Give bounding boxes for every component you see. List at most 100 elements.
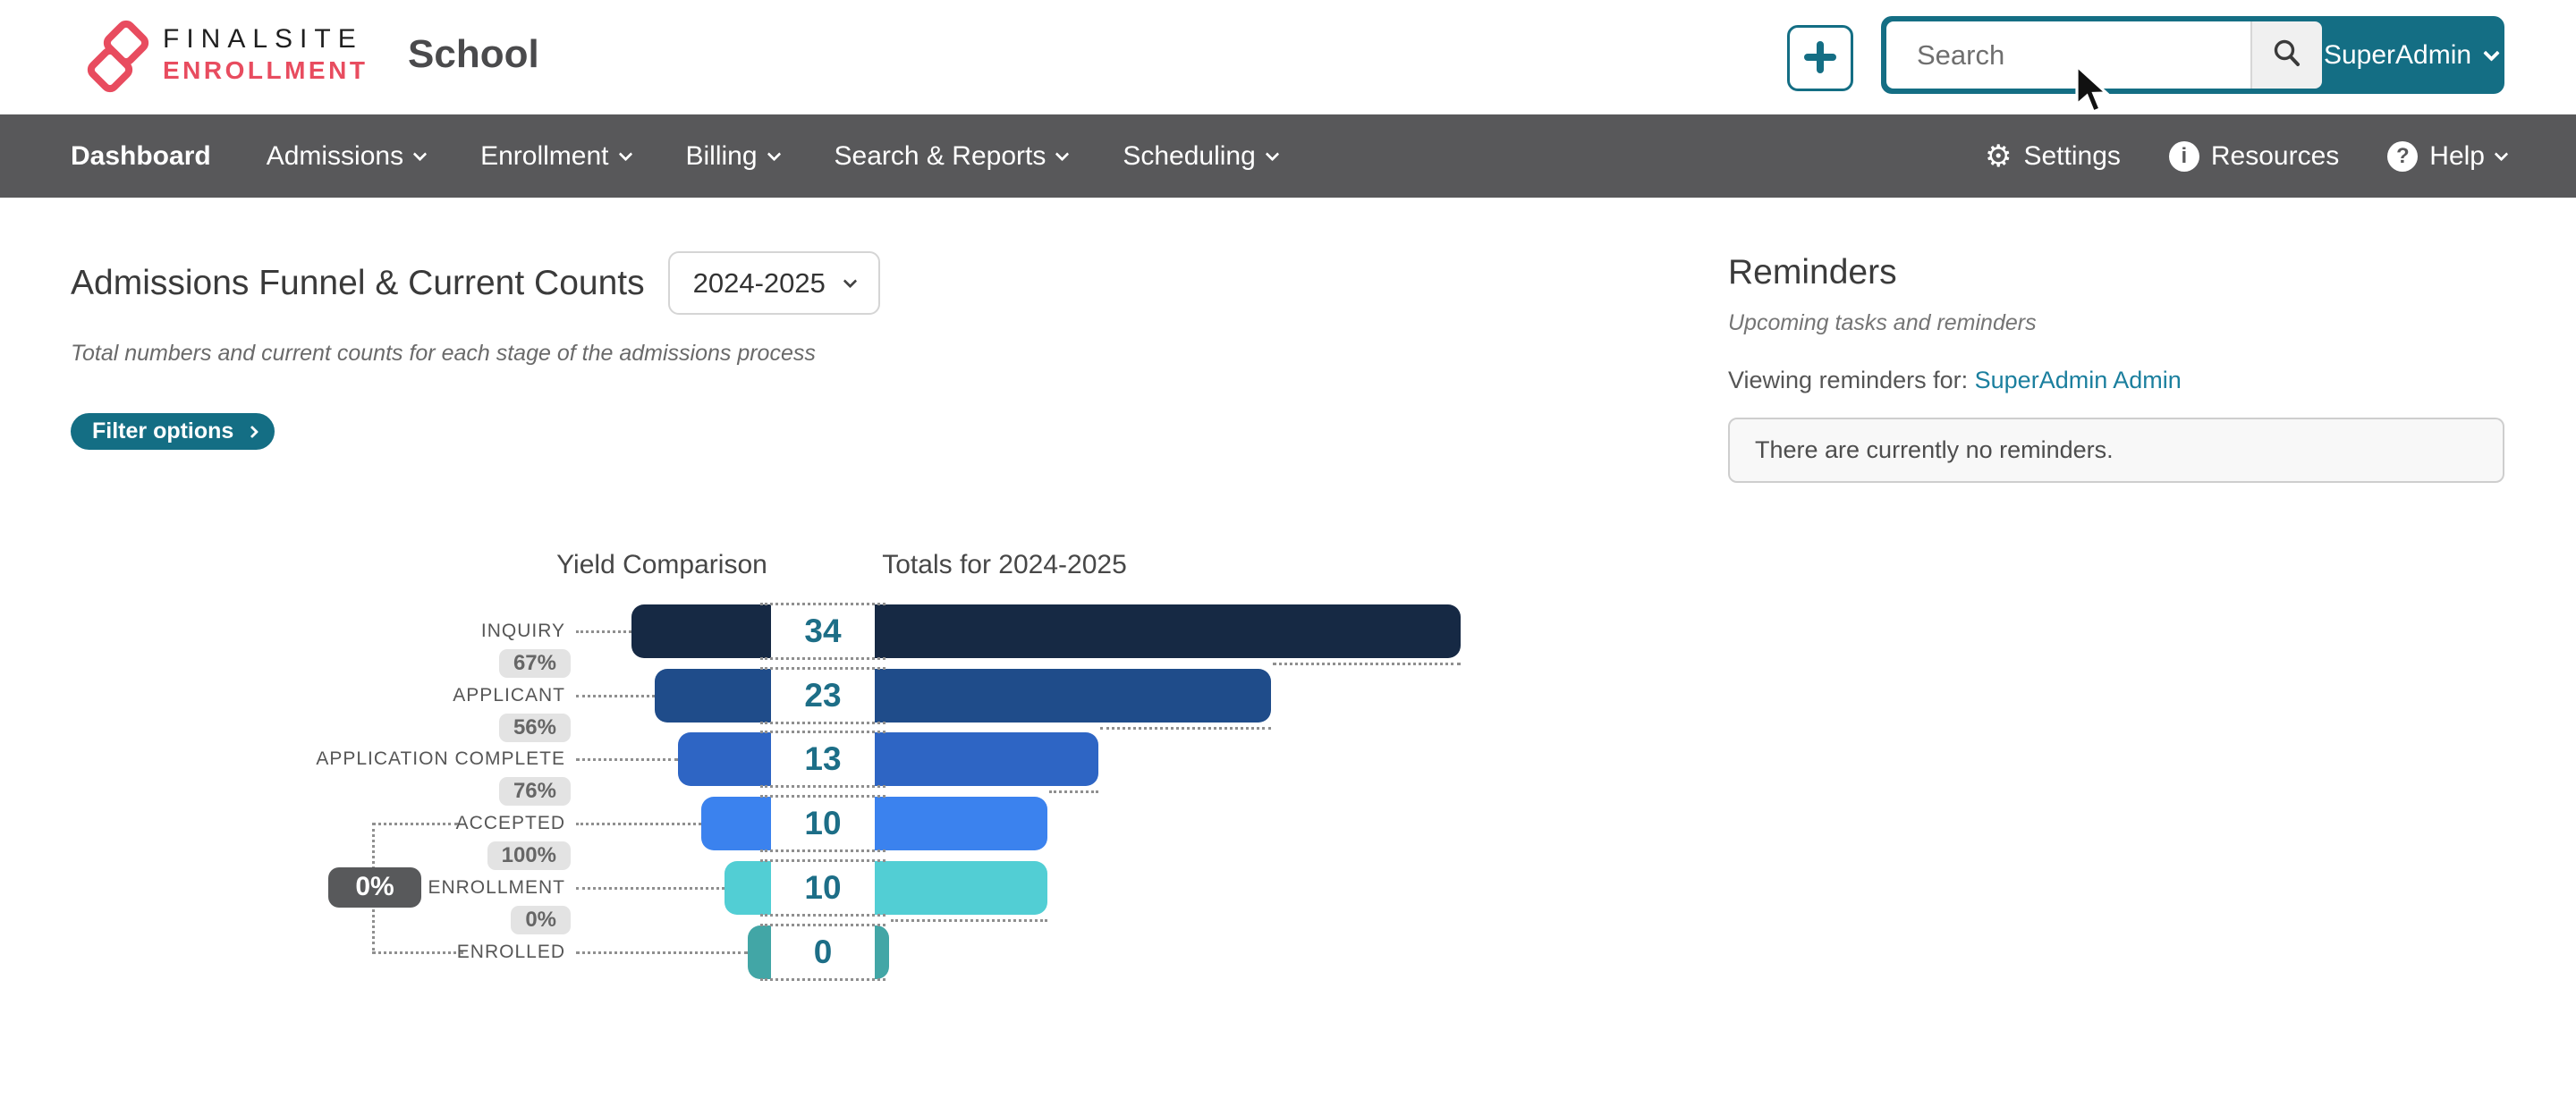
label-leader — [576, 630, 631, 633]
nav-billing-label: Billing — [685, 140, 758, 171]
funnel-left-segment — [724, 860, 771, 915]
channel-dotted-top — [760, 731, 886, 734]
stage-label: APPLICATION COMPLETE — [316, 748, 565, 770]
reminders-viewing-label: Viewing reminders for: — [1728, 367, 1969, 393]
funnel-left-segment — [631, 604, 771, 658]
funnel-count-channel — [771, 860, 875, 915]
user-menu[interactable]: SuperAdmin — [2322, 21, 2500, 89]
channel-dotted-bottom — [760, 657, 886, 660]
funnel-step-line — [1048, 790, 1099, 794]
add-button[interactable] — [1787, 25, 1853, 91]
nav-search-reports-label: Search & Reports — [834, 140, 1046, 171]
stage-count: 10 — [804, 868, 842, 906]
channel-dotted-bottom — [760, 849, 886, 853]
search-group: SuperAdmin — [1881, 16, 2504, 94]
annotation-yield-badge: 0% — [328, 866, 421, 908]
funnel-bar — [875, 732, 1099, 787]
nav-scheduling-label: Scheduling — [1123, 140, 1256, 171]
gear-icon: ⚙ — [1985, 138, 2012, 174]
channel-dotted-bottom — [760, 977, 886, 981]
nav-settings-label: Settings — [2023, 140, 2121, 171]
stage-label: INQUIRY — [480, 621, 565, 641]
site-name: School — [408, 32, 539, 76]
nav-help-label: Help — [2429, 140, 2485, 171]
funnel-count-channel — [771, 925, 875, 979]
funnel-left-segment — [701, 797, 771, 851]
nav-enrollment[interactable]: Enrollment — [480, 140, 632, 172]
search-input[interactable] — [1886, 21, 2250, 89]
filter-options-label: Filter options — [92, 418, 234, 444]
brand-enrollment: ENROLLMENT — [163, 56, 369, 84]
funnel-left-segment — [655, 668, 771, 723]
channel-dotted-top — [760, 666, 886, 670]
top-header: FINALSITE ENROLLMENT School — [0, 0, 2576, 114]
stage-label: ENROLLED — [456, 941, 565, 962]
annotation-connector-bottom — [372, 951, 463, 954]
reminders-viewing-line: Viewing reminders for: SuperAdmin Admin — [1728, 367, 2504, 394]
finalsite-logo-icon — [85, 20, 151, 99]
reminders-user-link[interactable]: SuperAdmin Admin — [1974, 367, 2182, 393]
funnel-step-line — [1273, 662, 1461, 665]
nav-admissions[interactable]: Admissions — [266, 140, 428, 172]
funnel-bar — [875, 860, 1047, 915]
label-leader — [576, 758, 678, 762]
user-menu-label: SuperAdmin — [2323, 39, 2472, 70]
search-icon — [2271, 38, 2303, 72]
reminders-empty-message: There are currently no reminders. — [1755, 436, 2114, 463]
totals-header: Totals for 2024-2025 — [882, 550, 1127, 579]
title-row: Admissions Funnel & Current Counts 2024-… — [71, 251, 880, 315]
reminders-empty-box: There are currently no reminders. — [1728, 418, 2504, 483]
nav-resources[interactable]: i Resources — [2168, 140, 2339, 172]
nav-right: ⚙ Settings i Resources ? Help — [1985, 140, 2509, 172]
page-title: Admissions Funnel & Current Counts — [71, 263, 645, 302]
reminders-panel: Reminders Upcoming tasks and reminders V… — [1728, 253, 2504, 483]
stage-count: 0 — [813, 933, 833, 970]
funnel-step-line — [1100, 726, 1272, 730]
plus-icon — [1803, 40, 1837, 77]
label-leader — [576, 694, 655, 697]
label-leader — [576, 886, 724, 890]
annotation-connector-top — [372, 823, 458, 826]
stage-count: 13 — [804, 740, 842, 778]
nav-help[interactable]: ? Help — [2387, 140, 2509, 172]
question-circle-icon: ? — [2387, 140, 2419, 172]
year-selector[interactable]: 2024-2025 — [667, 251, 880, 315]
nav-admissions-label: Admissions — [266, 140, 404, 171]
chevron-down-icon — [2483, 44, 2500, 62]
nav-search-reports[interactable]: Search & Reports — [834, 140, 1070, 172]
nav-settings[interactable]: ⚙ Settings — [1985, 141, 2121, 172]
channel-dotted-top — [760, 795, 886, 799]
funnel-left-segment — [678, 732, 771, 787]
stage-label: APPLICANT — [453, 684, 565, 706]
stage-count: 10 — [804, 805, 842, 842]
channel-dotted-bottom — [760, 913, 886, 917]
reminders-title: Reminders — [1728, 253, 1897, 292]
brand-wordmark: FINALSITE ENROLLMENT — [163, 23, 368, 86]
nav-scheduling[interactable]: Scheduling — [1123, 140, 1280, 172]
funnel-left-segment — [748, 925, 771, 979]
funnel-count-channel — [771, 668, 875, 723]
channel-dotted-bottom — [760, 785, 886, 789]
funnel-bar — [875, 925, 889, 979]
funnel-bar — [875, 797, 1047, 851]
year-selector-value: 2024-2025 — [692, 266, 826, 299]
stage-count: 34 — [804, 613, 842, 649]
filter-options-button[interactable]: Filter options — [71, 413, 275, 450]
funnel-count-channel — [771, 797, 875, 851]
conversion-pill: 76% — [498, 777, 571, 807]
brand-finalsite: FINALSITE — [163, 24, 363, 54]
nav-enrollment-label: Enrollment — [480, 140, 609, 171]
channel-dotted-top — [760, 923, 886, 926]
channel-dotted-top — [760, 858, 886, 862]
funnel-step-line — [891, 918, 1047, 922]
search-button[interactable] — [2250, 21, 2323, 89]
conversion-pill: 100% — [487, 841, 571, 870]
nav-dashboard[interactable]: Dashboard — [71, 141, 211, 172]
nav-billing[interactable]: Billing — [685, 140, 781, 172]
info-circle-icon: i — [2168, 140, 2199, 172]
funnel-bar — [875, 668, 1272, 723]
page-subtitle: Total numbers and current counts for eac… — [71, 341, 816, 366]
channel-dotted-top — [760, 603, 886, 605]
conversion-pill: 56% — [498, 713, 571, 742]
